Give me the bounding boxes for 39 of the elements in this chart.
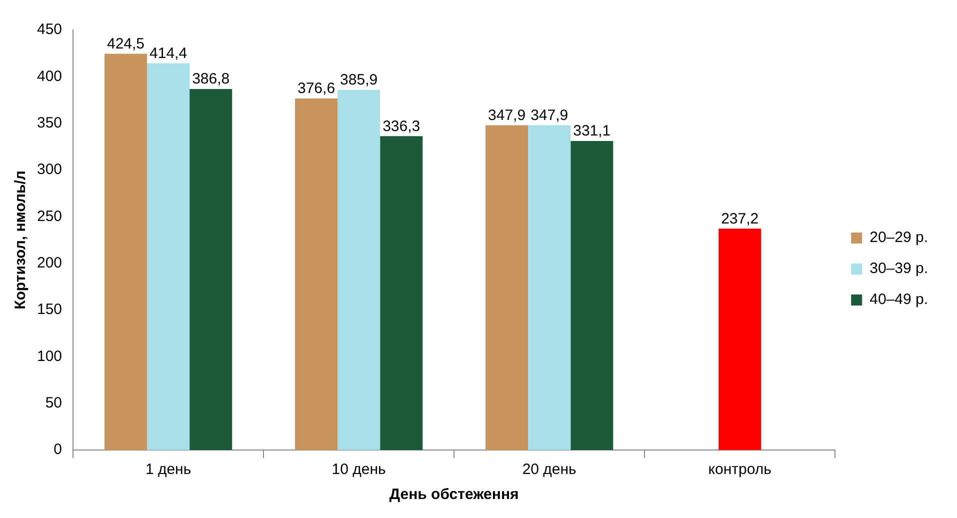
bar: [570, 140, 614, 450]
x-tick-label: 1 день: [145, 461, 192, 478]
bar: [147, 63, 190, 450]
y-tick-label: 450: [36, 21, 62, 38]
data-label: 376,6: [297, 80, 336, 98]
x-axis-title: День обстеження: [389, 486, 519, 504]
y-tick-label: 100: [36, 348, 62, 365]
y-tick-label: 150: [36, 301, 62, 318]
x-tick-label: 10 день: [332, 461, 386, 478]
x-tick-label: контроль: [708, 461, 772, 478]
data-label: 385,9: [340, 71, 378, 88]
data-label: 347,9: [488, 106, 526, 124]
bar: [486, 125, 528, 450]
data-label: 331,1: [573, 122, 611, 140]
y-tick-label: 0: [54, 441, 62, 458]
bar: [104, 54, 148, 450]
legend-label: 40–49 р.: [870, 291, 928, 308]
y-tick-label: 400: [36, 68, 62, 85]
data-label: 424,5: [106, 35, 145, 52]
data-label: 347,9: [530, 106, 568, 124]
x-tick-label: 20 день: [522, 461, 577, 478]
bar: [338, 90, 380, 450]
bar: [190, 88, 232, 450]
y-tick-label: 300: [36, 161, 62, 178]
bar: [528, 125, 571, 450]
bar: [380, 136, 423, 450]
y-tick-label: 200: [36, 254, 62, 272]
data-label: 414,4: [150, 44, 188, 62]
y-tick-label: 50: [45, 394, 62, 412]
data-label: 336,3: [382, 118, 420, 135]
y-tick-label: 250: [36, 208, 62, 225]
bar: [294, 98, 338, 450]
data-label: 386,8: [192, 70, 230, 88]
y-axis-title: Кортизол, нмоль/л: [12, 170, 30, 310]
legend-label: 20–29 р.: [870, 229, 928, 246]
bar: [718, 228, 762, 450]
data-label: 237,2: [721, 210, 759, 228]
legend-label: 30–39 р.: [870, 260, 928, 278]
y-tick-label: 350: [36, 114, 62, 132]
